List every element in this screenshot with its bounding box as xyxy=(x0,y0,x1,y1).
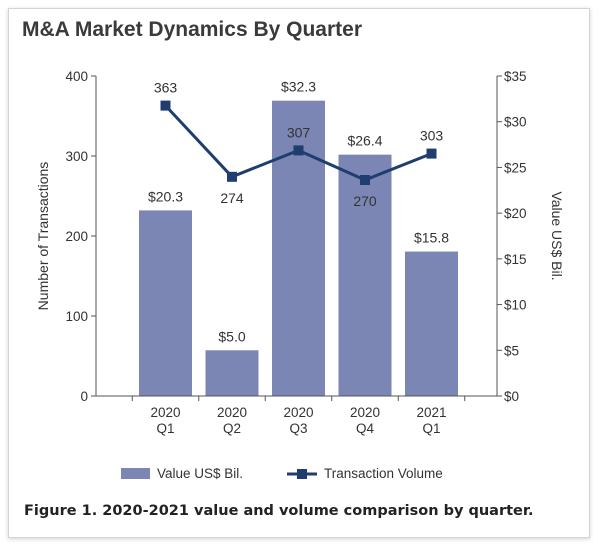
legend-bar-swatch xyxy=(121,468,150,479)
y-right-tick-label: $30 xyxy=(504,115,527,130)
legend-line-label: Transaction Volume xyxy=(324,466,443,481)
y-left-tick-label: 100 xyxy=(65,309,88,324)
bar-4 xyxy=(338,154,392,396)
x-tick-label-year: 2020 xyxy=(350,405,380,420)
bar-value-label: $26.4 xyxy=(347,133,382,149)
y-right-tick-label: $15 xyxy=(504,252,527,267)
legend: Value US$ Bil. Transaction Volume xyxy=(121,466,443,481)
y-right-tick-label: $35 xyxy=(504,69,527,84)
y-right-tick-label: $0 xyxy=(504,389,519,404)
line-value-label: 274 xyxy=(220,190,244,206)
bar-value-label: $5.0 xyxy=(218,328,245,344)
line-value-label: 307 xyxy=(287,124,311,140)
transaction-point-3 xyxy=(293,145,304,156)
bar-2 xyxy=(205,350,259,396)
x-tick-label-quarter: Q1 xyxy=(422,421,440,436)
x-tick-label-year: 2021 xyxy=(416,405,446,420)
figure-caption: Figure 1. 2020-2021 value and volume com… xyxy=(24,503,534,519)
axes-layer: 0100200300400$0$5$10$15$20$25$30$352020Q… xyxy=(35,69,565,436)
legend-line-marker xyxy=(297,469,307,479)
x-tick-label-quarter: Q2 xyxy=(223,421,241,436)
y-right-tick-label: $10 xyxy=(504,298,527,313)
x-tick-label-year: 2020 xyxy=(217,405,247,420)
x-tick-label-quarter: Q4 xyxy=(356,421,375,436)
line-value-label: 270 xyxy=(353,193,377,209)
x-tick-label-quarter: Q3 xyxy=(289,421,307,436)
bar-value-label: $15.8 xyxy=(414,230,449,246)
y-left-tick-label: 200 xyxy=(65,229,88,244)
transaction-point-5 xyxy=(426,148,437,159)
legend-bar-label: Value US$ Bil. xyxy=(157,466,243,481)
labels-layer: $20.3 $5.0 $32.3 $26.4 $15.8 363 274 307 270 303 xyxy=(148,79,449,345)
line-value-label: 303 xyxy=(420,128,444,144)
y-right-tick-label: $5 xyxy=(504,343,519,358)
bar-5 xyxy=(405,251,458,396)
line-layer xyxy=(160,100,437,185)
y-left-axis-label: Number of Transactions xyxy=(35,162,51,311)
bar-value-label: $32.3 xyxy=(281,79,316,95)
chart-title: M&A Market Dynamics By Quarter xyxy=(22,18,362,41)
bar-value-label: $20.3 xyxy=(148,188,183,204)
bars-layer xyxy=(139,100,458,396)
y-right-tick-label: $25 xyxy=(504,160,527,175)
line-value-label: 363 xyxy=(154,80,178,96)
y-left-tick-label: 400 xyxy=(65,69,88,84)
y-left-tick-label: 0 xyxy=(80,389,88,404)
y-right-tick-label: $20 xyxy=(504,206,527,221)
y-right-axis-label: Value US$ Bil. xyxy=(549,191,565,280)
transaction-point-2 xyxy=(227,171,237,182)
x-tick-label-year: 2020 xyxy=(283,405,313,420)
transaction-point-1 xyxy=(160,100,171,111)
x-tick-label-quarter: Q1 xyxy=(156,421,174,436)
x-tick-label-year: 2020 xyxy=(150,405,180,420)
bar-3 xyxy=(272,100,325,396)
transaction-point-4 xyxy=(360,175,370,185)
y-left-tick-label: 300 xyxy=(65,149,88,164)
bar-1 xyxy=(139,210,192,396)
